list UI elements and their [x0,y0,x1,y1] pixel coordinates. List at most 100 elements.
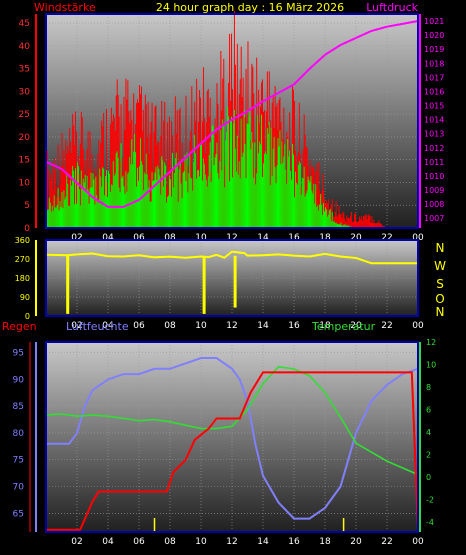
y-right-tick-label: 1011 [424,158,444,167]
x-tick-label: 06 [133,233,145,243]
compass-label: O [435,292,444,306]
wind-avg-bar [204,174,206,228]
wind-gust-bar [344,218,346,228]
wind-avg-bar [60,207,62,228]
wind-avg-bar [327,214,329,228]
wind-avg-bar [306,190,308,228]
y-right-tick-label: 0 [426,473,431,482]
wind-avg-bar [344,224,346,228]
wind-gust-bar [346,215,348,228]
wind-gust-bar [109,124,111,228]
wind-avg-bar [257,115,259,228]
wind-gust-bar [366,219,368,228]
x-tick-label: 22 [381,321,392,331]
x-tick-label: 14 [257,233,269,243]
y-right-tick-label: 1009 [424,186,444,195]
wind-gust-bar [221,111,223,228]
wind-avg-bar [202,158,204,228]
wind-avg-bar [199,176,201,228]
wind-gust-bar [151,102,153,228]
y-right-tick-label: 1018 [424,59,444,68]
wind-avg-bar [53,195,55,228]
wind-avg-bar [179,163,181,228]
y-right-tick-label: 10 [426,360,436,369]
wind-avg-bar [305,193,307,228]
wind-avg-bar [177,202,179,228]
wind-gust-bar [140,86,142,228]
wind-gust-bar [111,121,113,228]
wind-avg-bar [325,207,326,228]
wind-avg-bar [77,166,79,228]
wind-gust-bar [128,111,130,228]
wind-gust-bar [360,216,362,228]
wind-avg-bar [186,152,188,228]
wind-avg-bar [166,202,168,228]
wind-avg-bar [230,119,232,228]
wind-avg-bar [132,164,134,228]
wind-avg-bar [207,176,209,228]
wind-gust-bar [245,69,247,228]
y-right-tick-label: -2 [426,495,434,504]
wind-gust-bar [345,221,347,228]
x-tick-label: 04 [102,233,114,243]
wind-avg-bar [298,161,300,228]
wind-avg-bar [70,179,72,228]
wind-gust-bar [142,109,144,228]
x-tick-label: 16 [288,537,300,547]
x-tick-label: 20 [350,321,362,331]
wind-gust-bar [62,165,64,228]
wind-gust-bar [69,128,71,228]
wind-gust-bar [339,214,341,228]
wind-avg-bar [291,179,293,228]
wind-avg-bar [233,109,235,228]
wind-avg-bar [303,166,305,228]
wind-gust-bar [340,213,342,228]
wind-avg-bar [113,175,115,228]
x-tick-label: 22 [381,537,392,547]
wind-avg-bar [238,161,240,228]
wind-avg-bar [154,172,156,228]
wind-gust-bar [374,223,376,228]
pressure-axis-title: Luftdruck [366,1,418,14]
wind-gust-bar [106,109,108,228]
wind-gust-bar [271,102,273,228]
wind-avg-bar [274,167,276,228]
wind-avg-bar [56,204,58,228]
wind-avg-bar [145,153,147,228]
wind-avg-bar [227,106,229,228]
wind-avg-bar [254,142,256,228]
wind-avg-bar [55,207,57,228]
wind-avg-bar [262,177,263,228]
wind-avg-bar [125,171,127,228]
wind-avg-bar [121,177,123,228]
wind-avg-bar [308,180,310,228]
wind-avg-bar [81,188,83,228]
wind-avg-bar [236,135,238,228]
x-tick-label: 18 [319,321,331,331]
wind-avg-bar [347,225,349,228]
wind-gust-bar [149,133,151,228]
wind-gust-bar [377,223,379,228]
wind-avg-bar [283,156,285,228]
wind-gust-bar [379,223,381,228]
wind-avg-bar [80,170,82,228]
wind-avg-bar [157,165,159,228]
wind-avg-bar [229,181,231,228]
humidity-panel-marks [45,357,419,532]
wind-avg-bar [324,211,325,228]
wind-avg-bar [250,149,252,228]
wind-gust-bar [269,120,271,228]
wind-avg-bar [188,173,190,228]
wind-avg-bar [187,192,189,228]
wind-avg-bar [328,210,330,228]
wind-avg-bar [178,169,180,228]
wind-avg-bar [239,178,241,228]
wind-avg-bar [181,198,183,228]
wind-avg-bar [277,138,279,228]
wind-panel-marks [45,10,419,229]
wind-avg-bar [346,224,348,228]
wind-avg-bar [339,224,341,228]
wind-avg-bar [266,128,268,228]
wind-gust-bar [304,134,306,228]
